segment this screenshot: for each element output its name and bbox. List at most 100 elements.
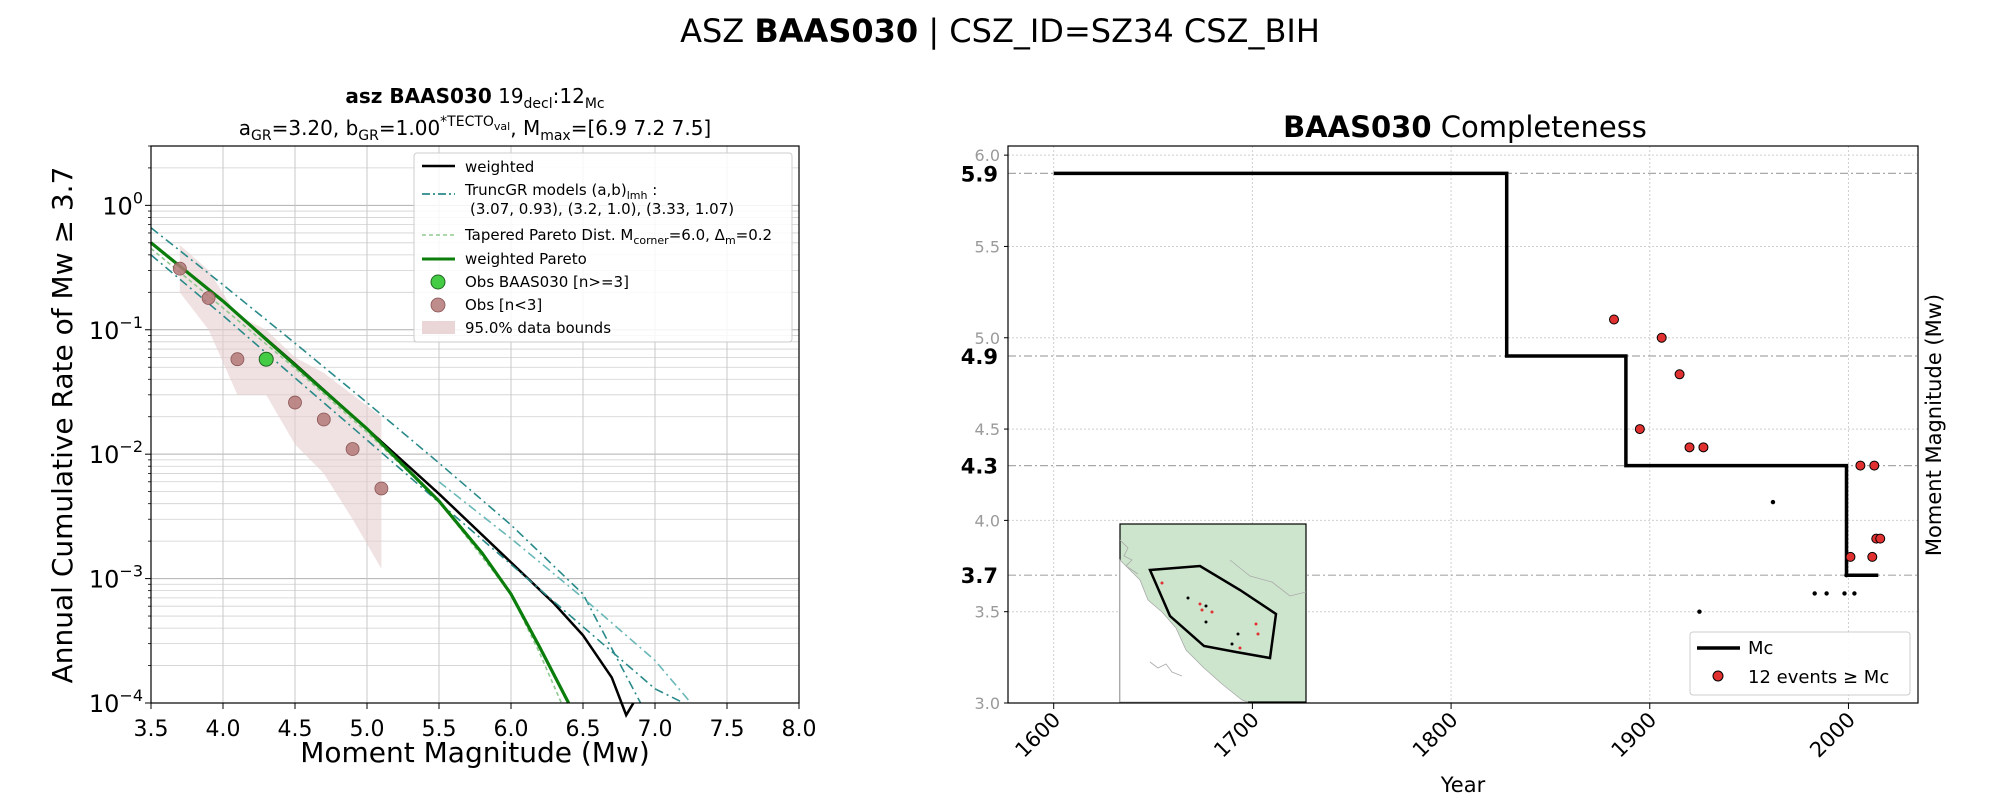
right-x-tick-label: 1800 bbox=[1408, 708, 1463, 763]
event-point bbox=[1875, 533, 1886, 544]
legend-swatch-events bbox=[1712, 670, 1724, 682]
right-y-tick-label: 3.5 bbox=[975, 603, 1000, 622]
inset-event bbox=[1160, 581, 1164, 585]
left-x-axis-label: Moment Magnitude (Mw) bbox=[300, 736, 650, 769]
left-y-axis-label: Annual Cumulative Rate of Mw ≥ 3.7 bbox=[46, 167, 79, 684]
event-point bbox=[1698, 442, 1709, 453]
left-series bbox=[149, 227, 692, 718]
right-y-tick-label: 3.0 bbox=[975, 694, 1000, 713]
inset-sea bbox=[1119, 559, 1249, 703]
inset-map bbox=[1119, 523, 1307, 703]
event-point bbox=[1684, 442, 1695, 453]
inset-event bbox=[1200, 608, 1204, 612]
mc-step-line bbox=[1053, 171, 1879, 577]
left-x-tick-label: 5.0 bbox=[350, 717, 385, 742]
mc-level-label: 4.9 bbox=[961, 345, 998, 369]
right-x-axis-label: Year bbox=[1440, 773, 1486, 797]
inset-zone-polygon bbox=[1148, 564, 1278, 660]
figure-title: ASZ BAAS030 | CSZ_ID=SZ34 CSZ_BIH bbox=[680, 12, 1320, 50]
obs-small-point bbox=[374, 481, 389, 496]
left-x-tick-label: 4.0 bbox=[206, 717, 241, 742]
right-y-tick-label: 4.0 bbox=[975, 511, 1000, 530]
left-x-ticks: 3.5 4.0 4.5 5.0 5.5 6.0 6.5 7.0 7.5 8.0 bbox=[134, 703, 817, 742]
minor-event-point bbox=[1697, 609, 1702, 614]
event-point bbox=[1656, 332, 1667, 343]
data-bounds-area bbox=[179, 245, 382, 569]
right-x-ticks: 1600 1700 1800 1900 2000 bbox=[1010, 703, 1860, 762]
left-legend: weighted TruncGR models (a,b)lmh : (3.07… bbox=[413, 152, 793, 343]
right-y-tick-label: 4.5 bbox=[975, 420, 1000, 439]
inset-event bbox=[1198, 602, 1202, 606]
event-point bbox=[1845, 551, 1856, 562]
right-series bbox=[1053, 171, 1886, 614]
left-x-tick-label: 7.0 bbox=[638, 717, 673, 742]
inset-event bbox=[1236, 632, 1240, 636]
minor-event-point bbox=[1812, 591, 1817, 596]
right-y-axis-label: Moment Magnitude (Mw) bbox=[1922, 294, 1946, 556]
left-y-tick-label: 10−3 bbox=[89, 562, 143, 594]
left-observations bbox=[172, 261, 389, 496]
obs-small-point bbox=[201, 291, 216, 305]
left-axes-frame bbox=[150, 145, 800, 704]
event-point bbox=[1634, 424, 1645, 435]
inset-event bbox=[1254, 622, 1258, 626]
right-x-tick-label: 2000 bbox=[1805, 708, 1860, 763]
inset-border bbox=[1229, 559, 1307, 597]
left-y-tick-label: 10−2 bbox=[89, 437, 143, 469]
legend-bounds: 95.0% data bounds bbox=[465, 319, 611, 337]
obs-main-point bbox=[258, 351, 274, 367]
mc-level-label: 5.9 bbox=[961, 162, 998, 186]
minor-event-point bbox=[1852, 591, 1857, 596]
right-y-tick-label: 5.0 bbox=[975, 329, 1000, 348]
legend-swatch-bounds bbox=[422, 321, 455, 334]
legend-swatch-obs-small bbox=[430, 297, 446, 313]
right-x-tick-label: 1600 bbox=[1010, 708, 1065, 763]
completeness-panel: BAAS030 Completeness 5.9 4.9 4.3 3.7 bbox=[961, 110, 1946, 797]
legend-swatch-obs-main bbox=[430, 274, 446, 290]
inset-islands bbox=[1149, 661, 1183, 677]
left-x-tick-label: 5.5 bbox=[422, 717, 457, 742]
data-bounds-band bbox=[179, 245, 382, 569]
legend-truncgr-params: (3.07, 0.93), (3.2, 1.0), (3.33, 1.07) bbox=[470, 200, 734, 218]
right-x-tick-label: 1700 bbox=[1209, 708, 1264, 763]
left-legend-box bbox=[413, 152, 793, 343]
minor-event-point bbox=[1842, 591, 1847, 596]
left-y-tick-label: 10−4 bbox=[89, 686, 143, 718]
mc-reference-lines: 5.9 4.9 4.3 3.7 bbox=[961, 162, 1918, 588]
legend-truncgr: TruncGR models (a,b)lmh : bbox=[464, 181, 657, 202]
left-x-tick-label: 6.5 bbox=[566, 717, 601, 742]
inset-event bbox=[1230, 642, 1234, 646]
inset-event bbox=[1210, 610, 1214, 614]
weighted-pareto-line bbox=[149, 241, 571, 704]
inset-event bbox=[1186, 596, 1190, 600]
right-legend: Mc 12 events ≥ Mc bbox=[1689, 631, 1911, 696]
event-point bbox=[1869, 460, 1880, 471]
left-x-tick-label: 8.0 bbox=[782, 717, 817, 742]
inset-event bbox=[1238, 646, 1242, 650]
left-x-tick-label: 7.5 bbox=[710, 717, 745, 742]
left-title-line2: aGR=3.20, bGR=1.00*TECTOval, Mmax=[6.9 7… bbox=[239, 114, 711, 144]
gr-rate-panel: asz BAAS030 19decl:12Mc aGR=3.20, bGR=1.… bbox=[46, 84, 817, 769]
tapered-pareto-dist--line bbox=[150, 247, 563, 704]
inset-coast bbox=[1119, 539, 1139, 575]
minor-event-point bbox=[1844, 572, 1849, 578]
right-axes-frame bbox=[1007, 145, 1919, 704]
legend-obs-small: Obs [n<3] bbox=[465, 296, 542, 314]
right-y-tick-label: 5.5 bbox=[975, 237, 1000, 256]
event-point bbox=[1867, 551, 1878, 562]
event-point bbox=[1609, 314, 1620, 325]
right-legend-box bbox=[1689, 631, 1911, 696]
left-x-tick-label: 3.5 bbox=[134, 717, 169, 742]
series-line bbox=[438, 481, 692, 704]
event-point bbox=[1674, 369, 1685, 380]
mc-level-label: 3.7 bbox=[961, 564, 998, 588]
right-y-ticks: 3.0 3.5 4.0 4.5 5.0 5.5 6.0 bbox=[975, 146, 1008, 713]
minor-event-point bbox=[1770, 499, 1776, 505]
series-line bbox=[150, 254, 685, 704]
legend-weighted: weighted bbox=[465, 158, 534, 176]
legend-weighted-pareto: weighted Pareto bbox=[465, 250, 587, 268]
left-title-line1: asz BAAS030 19decl:12Mc bbox=[345, 84, 604, 112]
inset-event bbox=[1256, 632, 1260, 636]
event-point bbox=[1855, 460, 1866, 471]
